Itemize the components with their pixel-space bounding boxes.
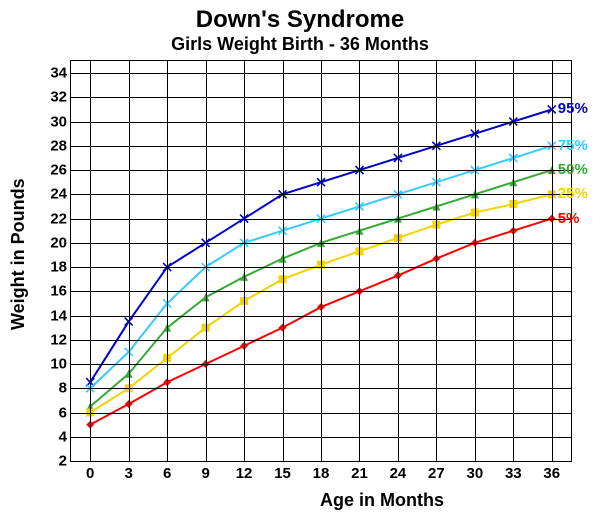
y-tick-label: 2 — [37, 453, 71, 470]
y-tick-label: 22 — [37, 210, 71, 227]
x-tick-label: 21 — [351, 461, 368, 482]
y-tick-label: 34 — [37, 65, 71, 82]
x-tick-label: 12 — [236, 461, 253, 482]
x-tick-label: 18 — [313, 461, 330, 482]
chart-page: Down's Syndrome Girls Weight Birth - 36 … — [0, 0, 600, 524]
x-tick-label: 6 — [163, 461, 171, 482]
y-tick-label: 8 — [37, 380, 71, 397]
gridline-vertical — [206, 61, 207, 461]
x-tick-label: 9 — [201, 461, 209, 482]
y-tick-label: 26 — [37, 162, 71, 179]
x-tick-label: 33 — [505, 461, 522, 482]
y-tick-label: 6 — [37, 404, 71, 421]
y-tick-label: 20 — [37, 234, 71, 251]
x-tick-label: 30 — [467, 461, 484, 482]
gridline-vertical — [90, 61, 91, 461]
y-tick-label: 12 — [37, 331, 71, 348]
chart-subtitle: Girls Weight Birth - 36 Months — [0, 34, 600, 55]
y-tick-label: 14 — [37, 307, 71, 324]
gridline-vertical — [129, 61, 130, 461]
gridline-vertical — [283, 61, 284, 461]
gridline-vertical — [436, 61, 437, 461]
x-axis-label: Age in Months — [320, 490, 444, 511]
y-axis-label: Weight in Pounds — [8, 178, 29, 330]
y-tick-label: 30 — [37, 113, 71, 130]
series-label: 75% — [558, 137, 588, 154]
series-label: 95% — [558, 100, 588, 117]
x-tick-label: 15 — [274, 461, 291, 482]
gridline-vertical — [552, 61, 553, 461]
x-tick-label: 3 — [125, 461, 133, 482]
y-tick-label: 10 — [37, 356, 71, 373]
y-tick-label: 4 — [37, 428, 71, 445]
y-tick-label: 32 — [37, 89, 71, 106]
gridline-vertical — [475, 61, 476, 461]
gridline-vertical — [359, 61, 360, 461]
plot-area: 2468101214161820222426283032340369121518… — [70, 60, 572, 462]
gridline-vertical — [513, 61, 514, 461]
gridline-vertical — [167, 61, 168, 461]
x-tick-label: 0 — [86, 461, 94, 482]
x-tick-label: 24 — [390, 461, 407, 482]
y-tick-label: 24 — [37, 186, 71, 203]
series-label: 25% — [558, 185, 588, 202]
y-tick-label: 28 — [37, 137, 71, 154]
y-tick-label: 16 — [37, 283, 71, 300]
gridline-vertical — [321, 61, 322, 461]
gridline-vertical — [398, 61, 399, 461]
series-label: 50% — [558, 161, 588, 178]
chart-title: Down's Syndrome — [0, 6, 600, 34]
series-label: 5% — [558, 210, 580, 227]
y-tick-label: 18 — [37, 259, 71, 276]
gridline-vertical — [244, 61, 245, 461]
x-tick-label: 27 — [428, 461, 445, 482]
x-tick-label: 36 — [543, 461, 560, 482]
